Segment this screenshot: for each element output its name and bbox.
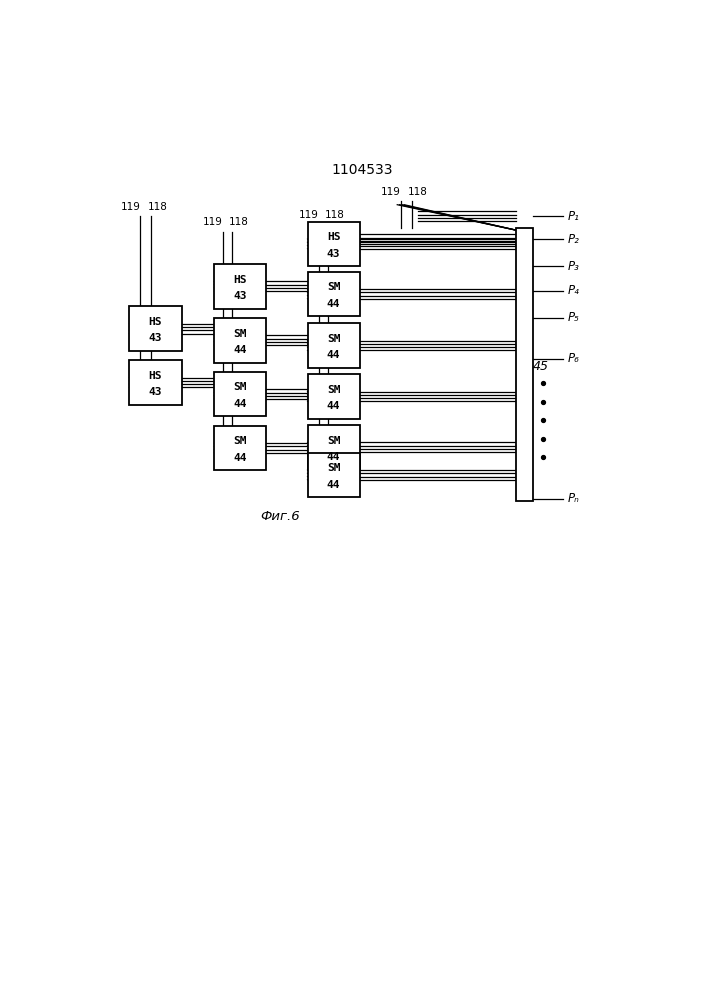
Text: 119: 119 xyxy=(203,217,223,227)
Text: P₃: P₃ xyxy=(567,260,579,273)
Text: SM: SM xyxy=(327,463,340,473)
Text: 45: 45 xyxy=(532,360,549,373)
Bar xyxy=(214,426,267,470)
Text: P₆: P₆ xyxy=(567,352,579,365)
Bar xyxy=(308,374,360,419)
Bar xyxy=(129,360,182,405)
Text: 43: 43 xyxy=(148,333,162,343)
Text: 44: 44 xyxy=(234,453,247,463)
Bar xyxy=(516,228,533,501)
Bar xyxy=(214,318,267,363)
Text: 118: 118 xyxy=(148,202,168,212)
Text: 118: 118 xyxy=(325,210,345,220)
Bar xyxy=(308,323,360,368)
Text: SM: SM xyxy=(327,282,340,292)
Text: SM: SM xyxy=(234,436,247,446)
Bar xyxy=(308,272,360,316)
Text: 44: 44 xyxy=(327,401,340,411)
Text: 44: 44 xyxy=(327,350,340,360)
Text: 118: 118 xyxy=(408,187,428,197)
Text: HS: HS xyxy=(148,317,162,327)
Text: 119: 119 xyxy=(298,210,319,220)
Bar xyxy=(308,453,360,497)
Bar xyxy=(214,372,267,416)
Bar xyxy=(308,222,360,266)
Text: 43: 43 xyxy=(327,249,340,259)
Bar xyxy=(214,264,267,309)
Bar xyxy=(129,306,182,351)
Text: SM: SM xyxy=(327,436,340,446)
Text: SM: SM xyxy=(327,334,340,344)
Text: 44: 44 xyxy=(327,299,340,309)
Text: 44: 44 xyxy=(234,345,247,355)
Text: 44: 44 xyxy=(327,452,340,462)
Text: 44: 44 xyxy=(234,399,247,409)
Text: Фиг.6: Фиг.6 xyxy=(260,510,300,523)
Text: P₄: P₄ xyxy=(567,284,579,297)
Text: SM: SM xyxy=(327,385,340,395)
Text: SM: SM xyxy=(234,382,247,392)
Text: 1104533: 1104533 xyxy=(332,163,393,177)
Text: 119: 119 xyxy=(381,187,401,197)
Text: 43: 43 xyxy=(234,291,247,301)
Text: 118: 118 xyxy=(229,217,249,227)
Text: HS: HS xyxy=(327,232,340,242)
Text: 44: 44 xyxy=(327,480,340,490)
Text: SM: SM xyxy=(234,329,247,339)
Text: Pₙ: Pₙ xyxy=(567,492,579,505)
Text: P₅: P₅ xyxy=(567,311,579,324)
Text: P₂: P₂ xyxy=(567,233,579,246)
Text: HS: HS xyxy=(234,275,247,285)
Bar xyxy=(308,425,360,470)
Text: P₁: P₁ xyxy=(567,210,579,223)
Text: 119: 119 xyxy=(121,202,141,212)
Text: 43: 43 xyxy=(148,387,162,397)
Text: HS: HS xyxy=(148,371,162,381)
